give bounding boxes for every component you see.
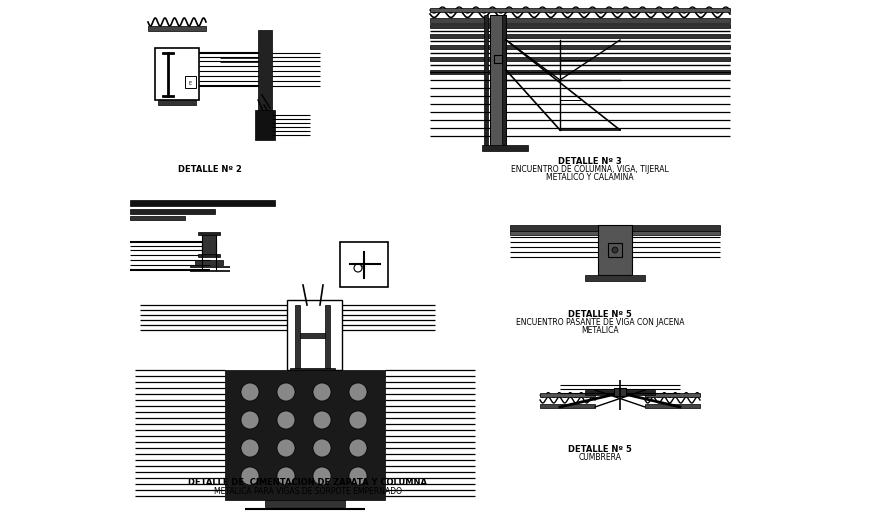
Bar — [185, 76, 196, 88]
Bar — [481, 145, 527, 151]
Bar — [429, 45, 729, 49]
Bar — [300, 333, 325, 338]
Bar — [429, 57, 729, 61]
Bar — [584, 275, 644, 281]
Bar — [429, 24, 729, 28]
Bar — [195, 260, 222, 265]
Circle shape — [241, 411, 259, 429]
Circle shape — [276, 439, 295, 457]
Text: +: + — [359, 264, 364, 270]
Bar — [129, 216, 185, 220]
Circle shape — [241, 383, 259, 401]
Bar — [429, 8, 729, 12]
Text: DETALLE Nº 5: DETALLE Nº 5 — [567, 445, 631, 454]
Bar — [644, 404, 700, 408]
Bar — [489, 15, 506, 150]
Bar — [129, 209, 215, 214]
Bar — [483, 15, 488, 150]
Bar — [501, 15, 506, 150]
Bar — [614, 388, 626, 396]
Bar — [258, 30, 272, 135]
Circle shape — [313, 467, 330, 485]
Bar — [225, 370, 385, 500]
Circle shape — [611, 247, 617, 253]
Bar — [155, 48, 199, 100]
Bar — [198, 254, 220, 257]
Circle shape — [313, 383, 330, 401]
Circle shape — [276, 383, 295, 401]
Circle shape — [241, 467, 259, 485]
Bar — [255, 110, 275, 140]
Bar — [202, 234, 216, 256]
Circle shape — [348, 383, 367, 401]
Bar — [265, 500, 345, 507]
Text: E: E — [189, 80, 191, 86]
Bar — [540, 404, 594, 408]
Text: ENCUENTRO DE COLUMNA, VIGA, TIJERAL: ENCUENTRO DE COLUMNA, VIGA, TIJERAL — [511, 165, 668, 174]
Text: METALICA PARA VIGAS DE SORPOTE EMPERNADO: METALICA PARA VIGAS DE SORPOTE EMPERNADO — [214, 487, 401, 496]
Text: DETALLE DE  CIMENTACION DE ZAPATA Y COLUMNA: DETALLE DE CIMENTACION DE ZAPATA Y COLUM… — [189, 478, 427, 487]
Bar — [202, 234, 216, 256]
Text: DETALLE Nº 5: DETALLE Nº 5 — [567, 310, 631, 319]
Bar — [597, 225, 631, 275]
Bar — [509, 225, 720, 231]
Text: METALICA: METALICA — [580, 326, 618, 335]
Circle shape — [348, 411, 367, 429]
Circle shape — [313, 439, 330, 457]
Bar — [540, 393, 594, 397]
Bar — [494, 55, 501, 63]
Bar — [614, 388, 626, 396]
Circle shape — [276, 411, 295, 429]
Bar — [607, 243, 621, 257]
Bar — [597, 225, 631, 275]
Bar — [340, 242, 388, 287]
Circle shape — [348, 467, 367, 485]
Bar — [198, 232, 220, 235]
Text: CUMBRERA: CUMBRERA — [578, 453, 620, 462]
Bar — [325, 305, 329, 370]
Bar — [295, 305, 300, 370]
Bar — [489, 15, 506, 150]
Text: METALICO Y CALAMINA: METALICO Y CALAMINA — [546, 173, 634, 182]
Bar — [644, 393, 700, 397]
Circle shape — [241, 439, 259, 457]
Bar — [584, 390, 654, 395]
Bar — [148, 26, 206, 31]
Bar — [289, 368, 335, 373]
Bar — [158, 100, 196, 105]
Text: DETALLE Nº 3: DETALLE Nº 3 — [558, 157, 621, 166]
Circle shape — [313, 411, 330, 429]
Text: DETALLE Nº 2: DETALLE Nº 2 — [178, 165, 242, 174]
Bar — [429, 18, 729, 23]
Circle shape — [348, 439, 367, 457]
Bar — [129, 200, 275, 206]
Circle shape — [276, 467, 295, 485]
Bar — [429, 34, 729, 38]
Bar — [287, 300, 342, 370]
Bar — [429, 70, 729, 74]
Text: ENCUENTRO PASANTE DE VIGA CON JACENA: ENCUENTRO PASANTE DE VIGA CON JACENA — [515, 318, 683, 327]
Bar — [509, 231, 720, 235]
